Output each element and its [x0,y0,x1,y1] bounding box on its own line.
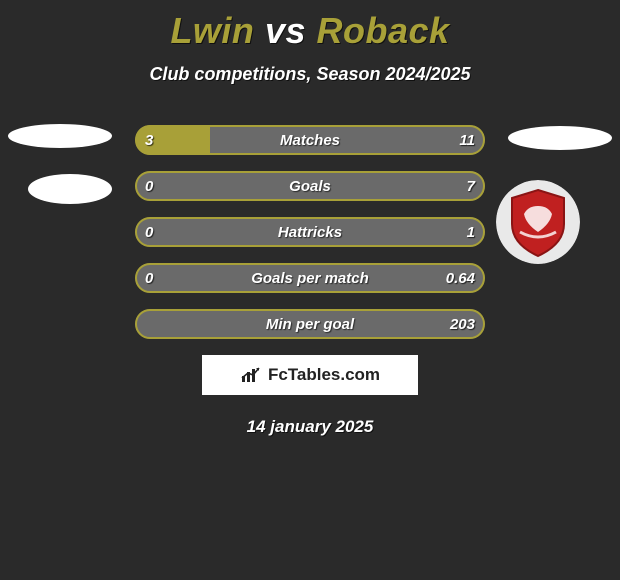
stat-label: Min per goal [135,309,485,339]
stats-container: Matches311Goals07Hattricks01Goals per ma… [135,125,485,339]
player1-avatar-placeholder [28,174,112,204]
stat-value-right: 11 [459,125,475,155]
vs-text: vs [265,10,306,51]
player2-avatar-placeholder [508,126,612,150]
subtitle: Club competitions, Season 2024/2025 [0,64,620,85]
watermark-text: FcTables.com [268,365,380,385]
stat-value-left: 3 [145,125,153,155]
stat-value-left: 0 [145,217,153,247]
date: 14 january 2025 [0,417,620,437]
chart-icon [240,366,262,384]
stat-value-right: 1 [467,217,475,247]
comparison-title: Lwin vs Roback [0,0,620,52]
player1-name: Lwin [170,10,254,51]
stat-label: Goals per match [135,263,485,293]
stat-row: Min per goal203 [135,309,485,339]
stat-row: Matches3 11 [135,125,485,155]
club-badge [496,180,580,264]
stat-value-right: 0.64 [446,263,475,293]
stat-label: Hattricks [135,217,485,247]
stat-value-left: 0 [145,171,153,201]
player2-name: Roback [317,10,450,51]
player1-avatar-placeholder [8,124,112,148]
stat-value-right: 203 [450,309,475,339]
stat-label: Matches [135,125,485,155]
stat-row: Goals per match0 0.64 [135,263,485,293]
stat-row: Goals0 7 [135,171,485,201]
stat-value-left: 0 [145,263,153,293]
stat-row: Hattricks0 1 [135,217,485,247]
stat-value-right: 7 [467,171,475,201]
stat-label: Goals [135,171,485,201]
watermark: FcTables.com [202,355,418,395]
